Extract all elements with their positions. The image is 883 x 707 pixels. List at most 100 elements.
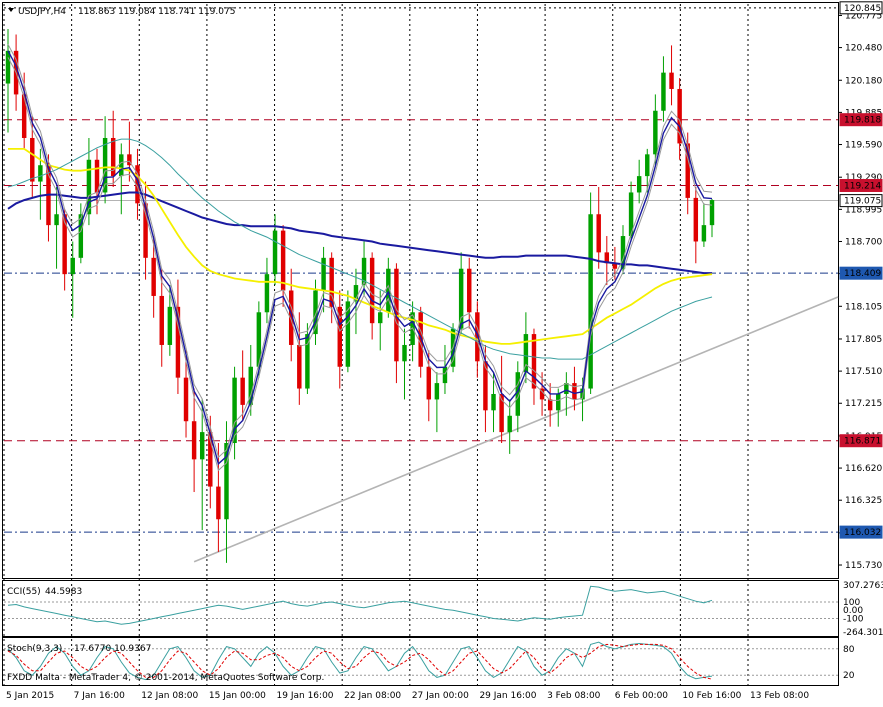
candle xyxy=(345,290,351,373)
candle-body xyxy=(224,443,229,520)
horizontal-levels xyxy=(4,7,838,533)
candle-body xyxy=(54,214,59,226)
candle-body xyxy=(539,388,545,400)
candle-body xyxy=(135,165,140,204)
time-tick-label: 13 Feb 08:00 xyxy=(750,691,809,701)
candle-body xyxy=(353,285,359,302)
candle xyxy=(110,110,116,188)
candle-body xyxy=(604,252,610,264)
time-tick-label: 3 Feb 08:00 xyxy=(547,691,601,701)
candle xyxy=(329,252,334,324)
candle xyxy=(434,372,440,433)
main-pane-frame xyxy=(2,2,839,579)
moving-averages xyxy=(7,44,713,472)
price-badge-1-text: 119.075 xyxy=(844,197,881,207)
candle-body xyxy=(337,306,342,367)
candle-body xyxy=(86,159,92,215)
time-tick-label: 19 Jan 16:00 xyxy=(277,691,334,701)
candle-body xyxy=(580,388,585,400)
time-tick-label: 22 Jan 08:00 xyxy=(344,691,401,701)
candle-body xyxy=(653,110,658,155)
candle-body xyxy=(661,72,666,111)
candle-body xyxy=(5,50,11,84)
cci-tick-label: -100 xyxy=(843,614,864,624)
time-tick-label: 6 Feb 00:00 xyxy=(615,691,669,701)
candle-body xyxy=(297,344,302,389)
candle-body xyxy=(677,88,682,144)
candle xyxy=(264,257,270,324)
candle-body xyxy=(369,257,375,324)
candle xyxy=(628,181,634,242)
price-badge-1-box xyxy=(839,194,883,208)
candle-body xyxy=(345,301,351,367)
candle xyxy=(539,372,545,416)
candle xyxy=(70,241,75,318)
candle-body xyxy=(531,334,537,389)
candle xyxy=(78,203,84,264)
candle-body xyxy=(321,257,326,291)
price-tick-label: 118.995 xyxy=(845,205,882,215)
candle-body xyxy=(572,383,577,400)
price-tick-label: 119.590 xyxy=(845,141,882,151)
candle xyxy=(361,241,367,296)
price-badge-0-box xyxy=(839,1,883,15)
price-tick-label: 120.775 xyxy=(845,11,882,21)
candle xyxy=(426,350,432,422)
stoch-pane-frame xyxy=(2,637,839,686)
candle-body xyxy=(515,372,521,416)
candle xyxy=(167,285,173,356)
candle xyxy=(661,56,666,122)
candle-body xyxy=(442,366,448,384)
candle-body xyxy=(669,72,674,89)
time-tick-label: 27 Jan 00:00 xyxy=(412,691,469,701)
ma-line-ma_blue xyxy=(7,191,712,275)
level-badge-2-box xyxy=(839,434,883,448)
candle-body xyxy=(701,225,707,242)
candle-body xyxy=(208,432,213,487)
candle xyxy=(636,159,642,204)
candle xyxy=(556,388,561,427)
candle-body xyxy=(256,312,262,367)
candle-body xyxy=(191,421,197,460)
candle xyxy=(418,306,423,378)
cci-tick-label: -264.3014 xyxy=(843,628,883,638)
level-badge-3: 118.409 xyxy=(839,266,883,280)
candle xyxy=(224,421,229,563)
candle-body xyxy=(313,290,318,335)
candle xyxy=(572,366,577,411)
price-tick-label: 115.730 xyxy=(845,561,882,571)
candle-body xyxy=(119,154,124,177)
candle-body xyxy=(272,230,278,275)
candle-body xyxy=(62,214,67,275)
vertical-grid xyxy=(3,4,749,686)
price-axis: 120.775120.480120.180119.885119.590119.2… xyxy=(838,11,882,571)
candle-body xyxy=(709,200,715,226)
candle-body xyxy=(232,377,237,444)
candle-body xyxy=(329,257,334,307)
candle xyxy=(143,181,148,280)
candle xyxy=(709,198,715,238)
level-badge-0: 119.818 xyxy=(839,113,883,127)
symbol-label: USDJPY,H4 xyxy=(18,7,66,17)
price-tick-label: 117.805 xyxy=(845,335,882,345)
candle-body xyxy=(264,274,270,313)
time-tick-label: 15 Jan 00:00 xyxy=(209,691,266,701)
price-badges: 119.818 119.214 116.871 118.409 116.032 120.8… xyxy=(839,1,883,539)
stochastic-indicator: 80 20 xyxy=(4,641,855,681)
candle-body xyxy=(612,263,618,269)
candle xyxy=(232,366,237,460)
candle xyxy=(159,268,164,367)
candle-body xyxy=(175,306,181,378)
level-badge-2-text: 116.871 xyxy=(844,437,881,447)
candle xyxy=(183,350,189,438)
candle-body xyxy=(305,334,310,389)
candle-body xyxy=(110,137,116,177)
candle-body xyxy=(151,257,156,296)
price-badge-0: 120.845 xyxy=(839,1,883,15)
candle xyxy=(467,257,472,329)
stoch-line-signal xyxy=(7,643,713,680)
fast-ma-ribbon-0 xyxy=(7,44,713,459)
candle-body xyxy=(620,236,626,269)
